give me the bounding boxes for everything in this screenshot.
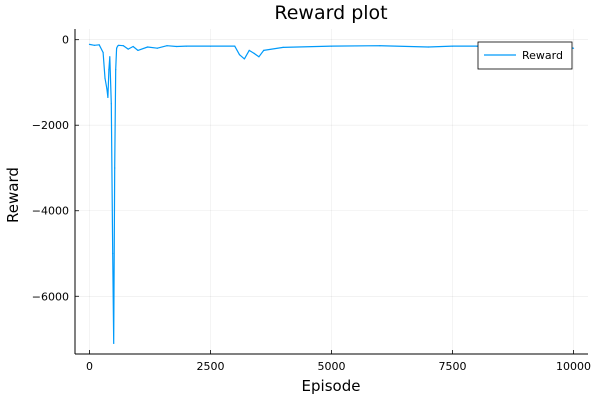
data-point xyxy=(110,103,112,105)
x-tick-label: 5000 xyxy=(318,360,346,373)
data-point xyxy=(427,46,429,48)
data-point xyxy=(93,44,95,46)
data-point xyxy=(104,77,106,79)
y-tick-label: 0 xyxy=(62,34,69,47)
data-point xyxy=(263,49,265,52)
data-point xyxy=(166,45,168,47)
data-point xyxy=(106,88,108,90)
data-point xyxy=(379,45,381,47)
x-axis-label: Episode xyxy=(302,377,361,395)
chart-title: Reward plot xyxy=(274,2,387,24)
data-point xyxy=(253,52,255,55)
data-point xyxy=(102,51,104,54)
data-point xyxy=(572,47,575,49)
data-point xyxy=(107,96,109,98)
data-point xyxy=(88,43,91,46)
data-point xyxy=(476,45,478,47)
data-point xyxy=(115,69,117,71)
tick-labels: 0 2500 5000 7500 10000 0 −2000 −4000 −6000 xyxy=(32,34,591,373)
data-point xyxy=(109,56,111,58)
axes xyxy=(74,29,588,355)
data-point xyxy=(248,49,250,52)
x-tick-label: 0 xyxy=(86,360,93,373)
x-tick-label: 10000 xyxy=(556,360,591,373)
data-point xyxy=(238,54,241,56)
data-point xyxy=(122,45,124,47)
data-point xyxy=(118,44,120,46)
data-point xyxy=(113,342,115,344)
data-point xyxy=(176,45,178,48)
data-point xyxy=(282,46,284,49)
data-point xyxy=(147,46,149,48)
data-point xyxy=(112,252,114,255)
y-tick-label: −4000 xyxy=(32,205,69,218)
y-tick-label: −2000 xyxy=(32,119,69,132)
legend-entry-reward: Reward xyxy=(522,49,563,62)
data-point xyxy=(108,69,110,71)
data-point xyxy=(127,48,129,50)
data-point xyxy=(451,45,454,47)
data-point xyxy=(156,47,158,49)
y-axis-label: Reward xyxy=(4,167,22,223)
data-point xyxy=(114,167,116,169)
data-point xyxy=(117,45,119,47)
data-point xyxy=(132,45,134,48)
y-tick-label: −6000 xyxy=(32,290,69,303)
data-point xyxy=(137,49,139,52)
data-point xyxy=(98,44,100,46)
data-point xyxy=(185,45,187,47)
grid xyxy=(75,29,588,354)
legend: Reward xyxy=(477,41,573,70)
data-point xyxy=(116,47,118,49)
data-point xyxy=(234,45,236,47)
data-point xyxy=(209,45,212,47)
data-point xyxy=(330,45,333,47)
data-point xyxy=(258,56,260,58)
x-tick-label: 7500 xyxy=(438,360,466,373)
data-point xyxy=(243,58,245,60)
x-tick-label: 2500 xyxy=(197,360,225,373)
